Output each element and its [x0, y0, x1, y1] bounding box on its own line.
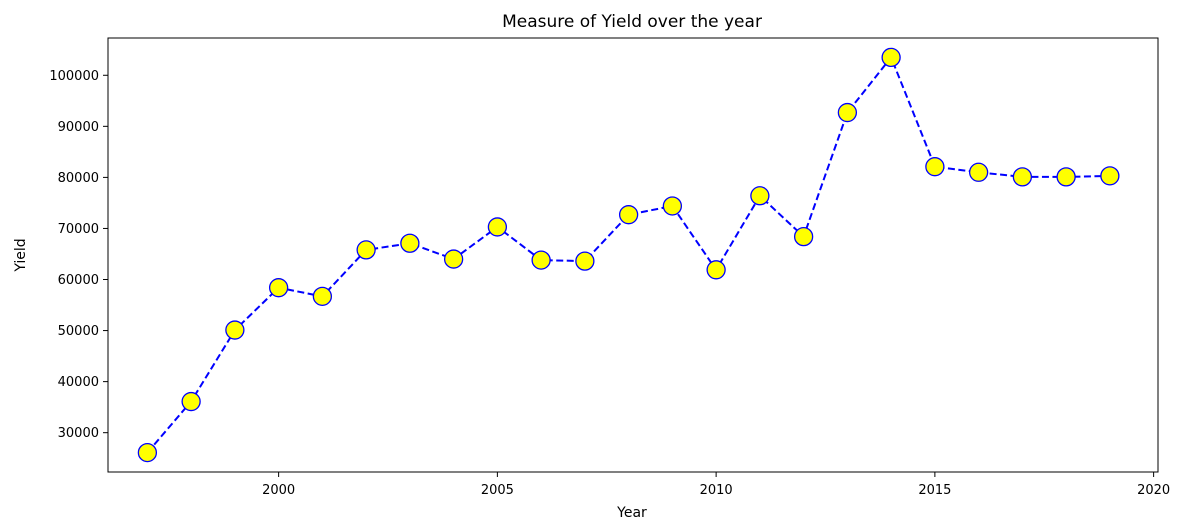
data-point-marker: [618, 205, 639, 225]
x-tick-label: 2015: [918, 483, 951, 498]
data-point-marker: [662, 196, 683, 216]
y-tick-label: 40000: [58, 375, 99, 390]
data-point-marker: [1100, 166, 1120, 186]
data-point-marker: [137, 442, 158, 463]
data-point-marker: [881, 47, 901, 68]
data-point-marker: [268, 278, 289, 298]
x-tick-label: 2010: [700, 483, 733, 498]
chart-title: Measure of Yield over the year: [502, 12, 762, 32]
data-point-marker: [181, 391, 201, 412]
data-point-marker: [487, 217, 508, 237]
series-line: [146, 55, 1110, 454]
y-tick-label: 100000: [49, 69, 99, 84]
x-axis: 2000 2005 2010 2015 2020: [262, 472, 1170, 498]
y-axis-title: Yield: [13, 238, 29, 272]
x-tick-label: 2000: [262, 483, 295, 498]
data-point-marker: [793, 226, 814, 247]
y-tick-label: 80000: [58, 171, 99, 186]
data-point-marker: [575, 251, 595, 271]
plot-area-frame: [107, 37, 1159, 473]
data-point-marker: [1012, 167, 1033, 187]
y-tick-label: 90000: [58, 120, 99, 135]
data-point-marker: [750, 186, 770, 206]
data-point-marker: [531, 250, 551, 270]
data-point-marker: [925, 157, 945, 177]
y-tick-label: 50000: [58, 324, 99, 339]
data-point-marker: [225, 320, 245, 340]
data-point-marker: [356, 240, 376, 260]
y-axis: 30000 40000 50000 60000 70000 80000 90000 10000…: [49, 69, 108, 441]
x-axis-title: Year: [616, 505, 647, 521]
data-point-marker: [837, 102, 858, 123]
y-tick-label: 30000: [58, 426, 99, 441]
y-tick-label: 60000: [58, 273, 99, 288]
data-point-marker: [968, 162, 989, 182]
data-point-marker: [443, 249, 464, 269]
data-point-marker: [400, 233, 420, 253]
x-tick-label: 2005: [481, 483, 514, 498]
y-tick-label: 70000: [58, 222, 99, 237]
x-tick-label: 2020: [1137, 483, 1170, 498]
data-point-marker: [312, 286, 333, 307]
data-point-marker: [1056, 167, 1076, 187]
series-layer: [137, 47, 1120, 463]
data-point-marker: [706, 260, 726, 280]
